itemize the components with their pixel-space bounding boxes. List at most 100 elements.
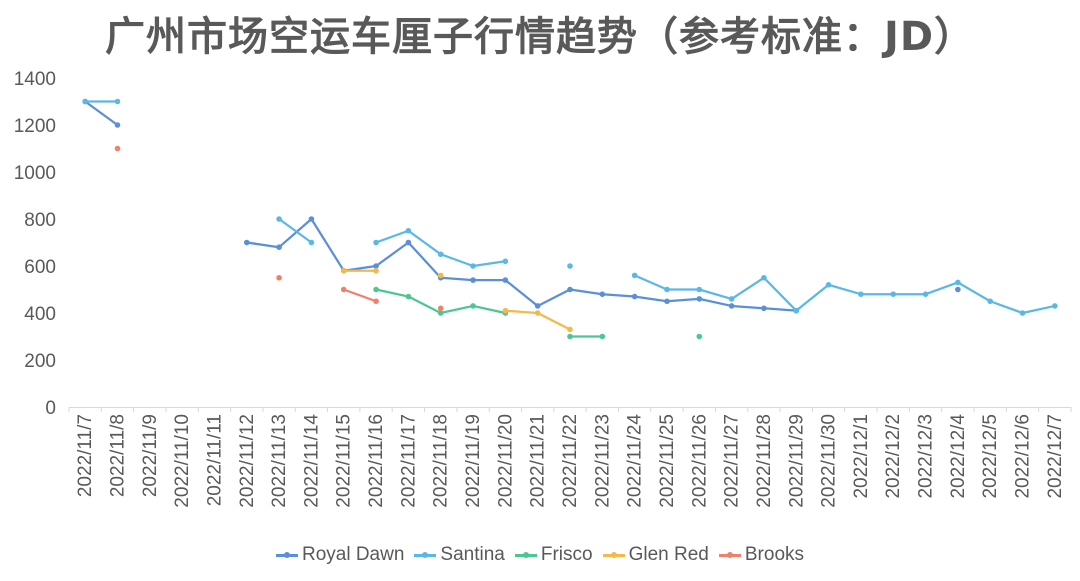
data-point <box>664 298 670 305</box>
x-tick-label: 2022/11/30 <box>819 414 840 508</box>
legend-label: Brooks <box>744 544 805 565</box>
data-point <box>437 251 444 258</box>
data-point <box>405 227 412 234</box>
data-point <box>82 98 88 105</box>
data-point <box>987 298 993 305</box>
data-point <box>437 272 444 279</box>
data-point <box>470 303 476 309</box>
x-axis: 2022/11/7 2022/11/8 2022/11/9 2022/11/10 202… <box>68 407 1072 508</box>
y-tick-label: 1400 <box>14 69 56 90</box>
y-tick-label: 400 <box>24 304 56 325</box>
chart-title: 广州市场空运车厘子行情趋势（参考标准：JD） <box>104 14 976 60</box>
data-point <box>696 286 703 293</box>
x-tick-label: 2022/12/5 <box>980 414 1001 499</box>
x-tick-label: 2022/12/3 <box>916 414 937 499</box>
data-point <box>728 296 735 302</box>
data-point <box>534 310 541 316</box>
legend-item: Frisco <box>514 544 593 566</box>
legend-swatch <box>514 548 537 562</box>
data-point <box>534 303 541 309</box>
x-tick-label: 2022/11/27 <box>722 414 743 508</box>
legend-swatch <box>602 548 625 562</box>
series-line-segment <box>698 297 733 308</box>
x-tick-label: 2022/11/16 <box>366 414 387 508</box>
series-line-segment <box>633 274 669 291</box>
data-point <box>114 98 121 105</box>
series-line-segment <box>310 217 345 272</box>
series-line-segment <box>374 241 410 268</box>
data-point <box>1052 303 1058 309</box>
y-tick-label: 1200 <box>14 116 56 137</box>
data-point <box>631 293 638 300</box>
legend-item: Santina <box>414 544 505 566</box>
legend-swatch <box>718 548 741 562</box>
data-point <box>470 277 476 283</box>
data-point <box>696 296 703 302</box>
series-line-segment <box>439 276 475 282</box>
x-tick-label: 2022/11/14 <box>301 414 322 508</box>
y-tick-label: 800 <box>24 210 56 231</box>
series-line-segment <box>277 217 313 244</box>
series-frisco <box>373 286 703 340</box>
data-point <box>373 239 379 246</box>
series-line-segment <box>730 276 766 301</box>
series-line-segment <box>827 283 863 296</box>
series-line-segment <box>665 297 701 303</box>
x-tick-label: 2022/12/4 <box>948 414 969 499</box>
data-point <box>340 267 347 274</box>
series-line-segment <box>568 288 604 296</box>
data-point <box>922 291 929 298</box>
legend-label: Santina <box>440 544 505 565</box>
data-point <box>114 145 121 152</box>
x-tick-label: 2022/11/28 <box>754 414 775 508</box>
data-point <box>373 267 379 274</box>
data-point <box>373 263 379 269</box>
data-point <box>243 239 250 246</box>
x-tick-label: 2022/11/9 <box>140 414 161 497</box>
series-line-segment <box>924 281 959 296</box>
legend-label: Frisco <box>540 544 593 565</box>
series-line-segment <box>504 309 539 315</box>
data-point <box>955 286 961 293</box>
x-tick-label: 2022/11/22 <box>560 414 581 508</box>
data-point <box>825 282 832 288</box>
data-point <box>890 291 897 298</box>
series-line-segment <box>601 293 636 298</box>
y-axis: 0 200 400 600 800 1000 1200 1400 <box>14 69 56 419</box>
x-tick-label: 2022/11/19 <box>463 414 484 508</box>
data-point <box>437 305 444 312</box>
series-layer <box>82 98 1058 340</box>
series-line-segment <box>407 229 442 256</box>
data-point <box>276 274 282 281</box>
x-tick-label: 2022/11/24 <box>625 414 646 508</box>
data-point <box>308 239 315 246</box>
legend-swatch <box>414 548 437 562</box>
data-point <box>696 333 703 340</box>
series-glen-red <box>340 267 573 333</box>
x-tick-label: 2022/11/7 <box>75 414 96 497</box>
x-tick-label: 2022/11/25 <box>657 414 678 508</box>
legend-item: Glen Red <box>602 544 709 566</box>
series-line-segment <box>277 217 313 249</box>
x-tick-label: 2022/11/10 <box>172 414 193 508</box>
data-point <box>599 291 606 298</box>
series-brooks <box>114 145 444 312</box>
data-point <box>340 286 347 293</box>
y-tick-label: 200 <box>24 351 56 372</box>
series-line-segment <box>407 241 442 279</box>
data-point <box>955 279 961 286</box>
series-line-segment <box>730 304 766 310</box>
series-line-segment <box>762 307 798 312</box>
data-point <box>631 272 638 279</box>
series-royal-dawn <box>82 98 961 314</box>
data-point <box>599 333 606 340</box>
x-tick-label: 2022/11/20 <box>495 414 516 508</box>
data-point <box>405 239 412 246</box>
legend-swatch <box>275 548 298 562</box>
x-tick-label: 2022/11/21 <box>528 414 549 508</box>
data-point <box>567 326 573 333</box>
legend-item: Brooks <box>718 544 805 566</box>
x-tick-label: 2022/11/18 <box>431 414 452 508</box>
x-tick-label: 2022/11/26 <box>689 414 710 508</box>
